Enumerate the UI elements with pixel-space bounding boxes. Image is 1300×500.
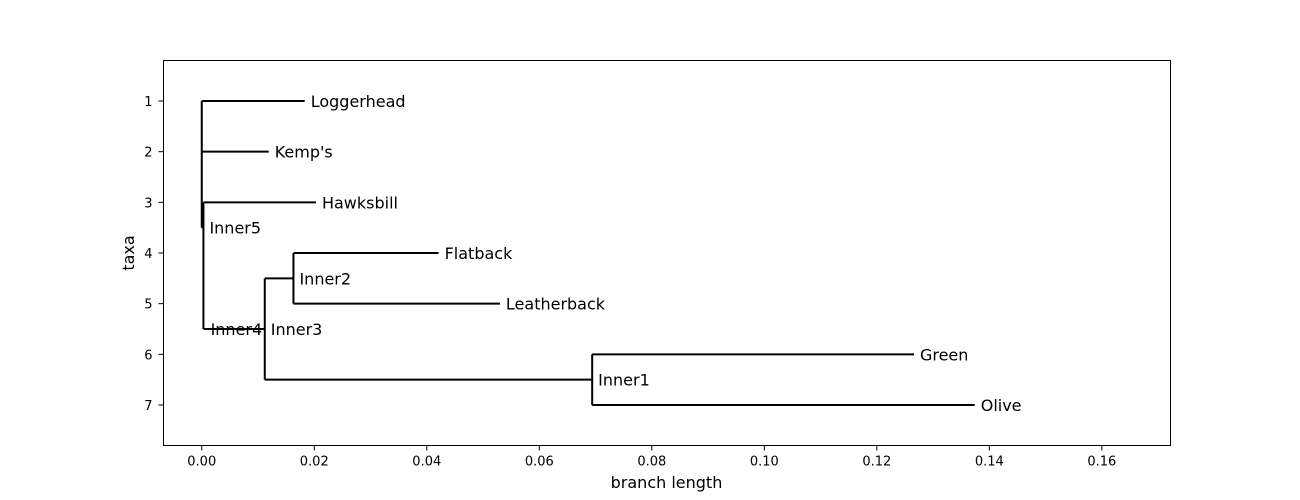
y-tick-label: 2 bbox=[144, 146, 152, 161]
x-tick-label: 0.06 bbox=[525, 455, 554, 470]
y-axis-label: taxa bbox=[119, 235, 138, 270]
y-tick-label: 4 bbox=[144, 247, 152, 262]
y-tick-label: 6 bbox=[144, 348, 152, 363]
node-label-olive: Olive bbox=[981, 396, 1022, 415]
x-tick-label: 0.08 bbox=[637, 455, 666, 470]
x-tick-label: 0.14 bbox=[975, 455, 1004, 470]
y-tick-label: 7 bbox=[144, 399, 152, 414]
branches bbox=[200, 100, 975, 406]
x-tick-label: 0.10 bbox=[750, 455, 779, 470]
x-tick-label: 0.12 bbox=[862, 455, 891, 470]
node-label-hawksbill: Hawksbill bbox=[322, 193, 398, 212]
node-label-flatback: Flatback bbox=[445, 244, 513, 263]
y-tick-label: 3 bbox=[144, 196, 152, 211]
node-label-loggerhead: Loggerhead bbox=[311, 92, 406, 111]
y-tick-label: 1 bbox=[144, 95, 152, 110]
node-label-green: Green bbox=[920, 345, 968, 364]
node-label-leatherback: Leatherback bbox=[506, 295, 606, 314]
x-tick-label: 0.16 bbox=[1087, 455, 1116, 470]
node-label-inner3: Inner3 bbox=[271, 320, 323, 339]
x-axis: 0.00 0.02 0.04 0.06 0.08 0.10 0.12 0.14 0.16 bbox=[187, 445, 1116, 470]
node-label-inner1: Inner1 bbox=[598, 371, 650, 390]
node-label-inner4: Inner4 bbox=[211, 320, 263, 339]
node-label-inner2: Inner2 bbox=[299, 269, 351, 288]
x-tick-label: 0.00 bbox=[187, 455, 216, 470]
x-tick-label: 0.04 bbox=[412, 455, 441, 470]
y-tick-label: 5 bbox=[144, 298, 152, 313]
node-labels: Inner5 Inner4 Inner3 Inner2 Inner1 Loggerhead… bbox=[209, 92, 1021, 415]
node-label-kemp-s: Kemp's bbox=[275, 143, 333, 162]
x-axis-label: branch length bbox=[611, 473, 723, 492]
node-label-inner5: Inner5 bbox=[209, 219, 261, 238]
y-axis: 1 2 3 4 5 6 7 bbox=[144, 95, 164, 414]
x-tick-label: 0.02 bbox=[300, 455, 329, 470]
